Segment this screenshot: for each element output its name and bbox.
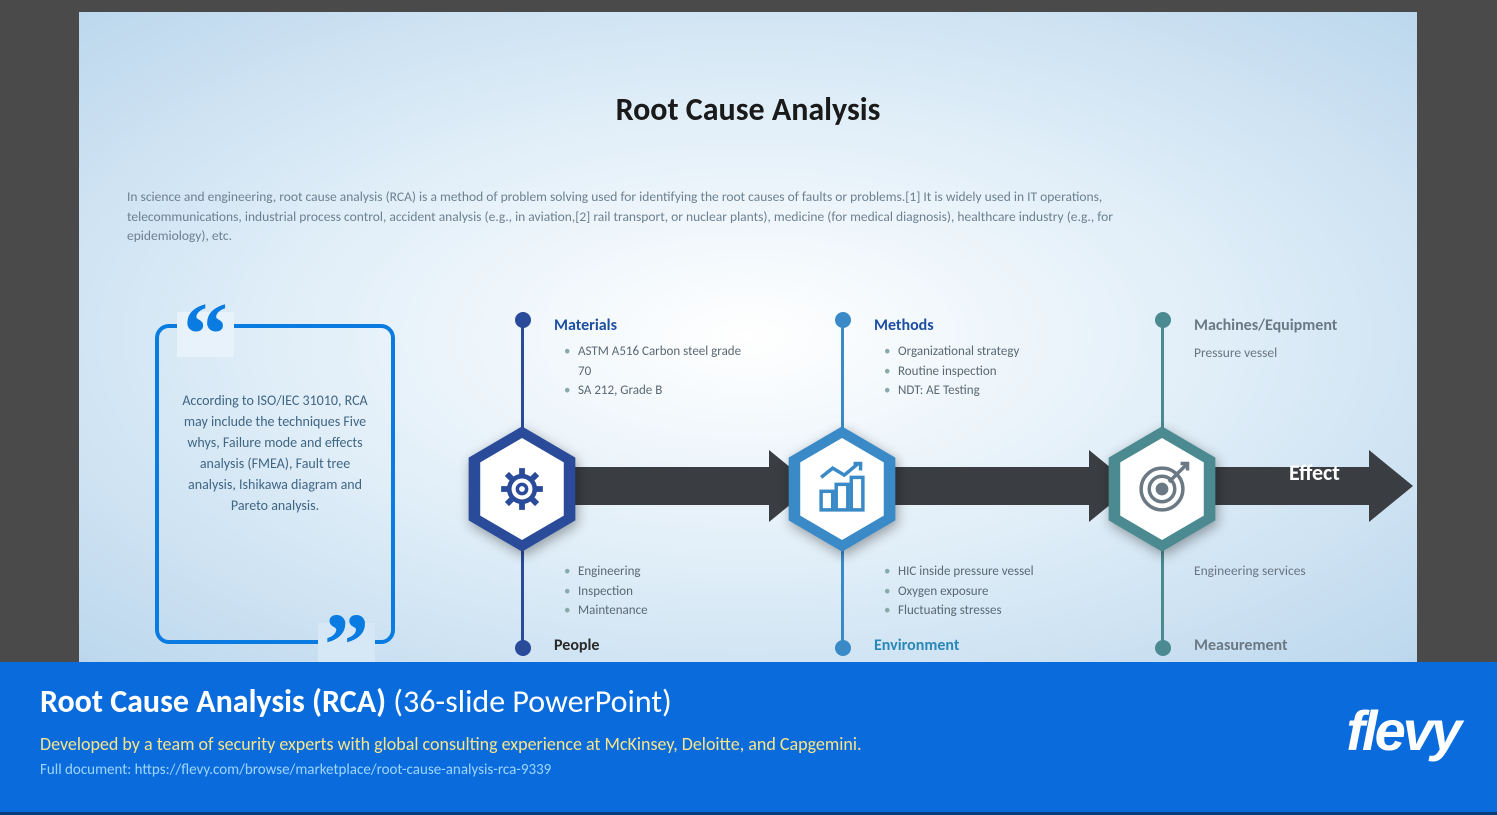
footer-title: Root Cause Analysis (RCA) (36-slide Powe…	[40, 682, 1457, 721]
slide-description: In science and engineering, root cause a…	[127, 187, 1167, 246]
footer-title-thin: (36-slide PowerPoint)	[393, 682, 671, 721]
node-2-bot-title: Environment	[874, 636, 959, 655]
quote-text: According to ISO/IEC 31010, RCA may incl…	[175, 390, 375, 516]
node-2-top-list: Organizational strategy Routine inspecti…	[884, 342, 1074, 401]
node-2-top-title: Methods	[874, 316, 934, 335]
slide-canvas: Root Cause Analysis In science and engin…	[79, 12, 1417, 662]
footer-banner: Root Cause Analysis (RCA) (36-slide Powe…	[0, 662, 1497, 815]
footer-url[interactable]: Full document: https://flevy.com/browse/…	[40, 761, 1457, 779]
list-item: HIC inside pressure vessel	[884, 562, 1074, 582]
node-3-top-sub: Pressure vessel	[1194, 344, 1277, 361]
list-item: Routine inspection	[884, 362, 1074, 382]
node-3-hex	[1104, 424, 1220, 554]
node-1-bot-list: Engineering Inspection Maintenance	[564, 562, 754, 621]
node-3-bot-sub: Engineering services	[1194, 562, 1306, 579]
list-item: ASTM A516 Carbon steel grade 70	[564, 342, 754, 381]
arrow-segment-2	[884, 467, 1089, 505]
list-item: Maintenance	[564, 601, 754, 621]
node-1-bot-title: People	[554, 636, 599, 655]
node-2-dot-top	[835, 312, 851, 328]
list-item: Inspection	[564, 582, 754, 602]
node-1-hex	[464, 424, 580, 554]
quote-block: “ According to ISO/IEC 31010, RCA may in…	[137, 310, 407, 650]
node-1-top-list: ASTM A516 Carbon steel grade 70 SA 212, …	[564, 342, 754, 401]
list-item: SA 212, Grade B	[564, 381, 754, 401]
list-item: NDT: AE Testing	[884, 381, 1074, 401]
node-3-dot-bot	[1155, 640, 1171, 656]
arrow-segment-3	[1204, 467, 1369, 505]
node-3-dot-top	[1155, 312, 1171, 328]
node-3-top-title: Machines/Equipment	[1194, 316, 1337, 335]
flevy-logo: flevy	[1346, 698, 1459, 763]
fishbone-diagram: Effect Materials ASTM A516 Carbon steel …	[434, 312, 1414, 662]
node-2-hex	[784, 424, 900, 554]
list-item: Organizational strategy	[884, 342, 1074, 362]
footer-title-bold: Root Cause Analysis (RCA)	[40, 682, 386, 721]
node-1-dot-bot	[515, 640, 531, 656]
quote-open-icon: “	[177, 312, 234, 357]
list-item: Fluctuating stresses	[884, 601, 1074, 621]
arrow-head-3	[1369, 450, 1413, 522]
list-item: Oxygen exposure	[884, 582, 1074, 602]
list-item: Engineering	[564, 562, 754, 582]
slide-title: Root Cause Analysis	[79, 90, 1417, 129]
effect-label: Effect	[1289, 459, 1340, 486]
node-2-bot-list: HIC inside pressure vessel Oxygen exposu…	[884, 562, 1074, 621]
node-2-dot-bot	[835, 640, 851, 656]
node-3-bot-title: Measurement	[1194, 636, 1288, 655]
arrow-segment-1	[564, 467, 769, 505]
node-1-top-title: Materials	[554, 316, 617, 335]
node-1-dot-top	[515, 312, 531, 328]
quote-close-icon: ”	[318, 623, 375, 662]
footer-developed: Developed by a team of security experts …	[40, 733, 1457, 755]
